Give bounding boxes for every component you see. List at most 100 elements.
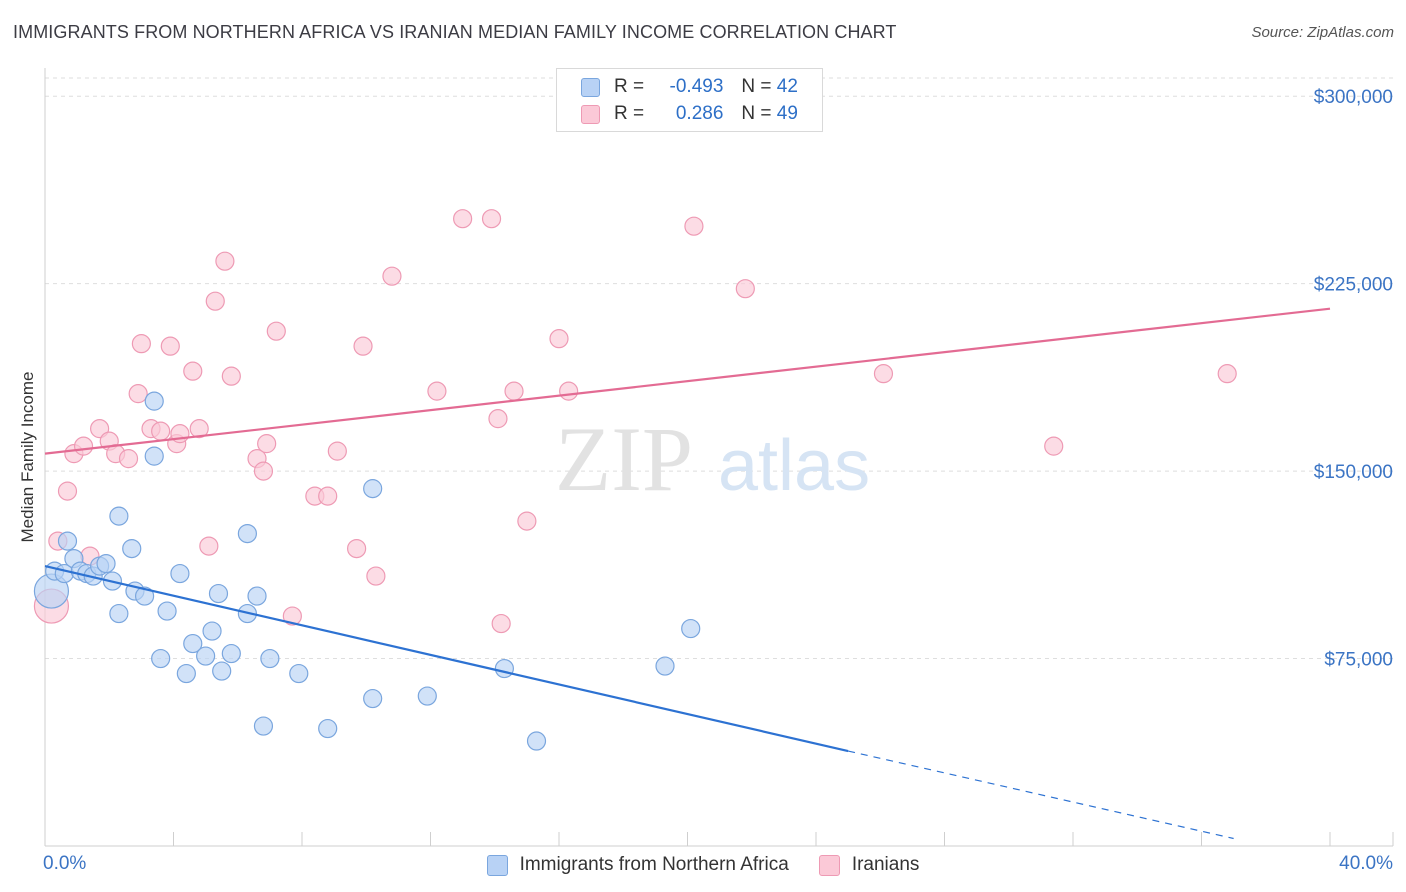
- iranians-point: [347, 538, 367, 559]
- series-legend: Immigrants from Northern Africa Iranians: [0, 852, 1406, 878]
- n-value-iranians: 49: [776, 103, 798, 124]
- y-tick-label: $225,000: [1314, 275, 1393, 296]
- iranians-trend-line: [44, 307, 1331, 455]
- northern-africa-point: [144, 446, 164, 466]
- northern-africa-point: [122, 538, 142, 559]
- iranians-point: [318, 486, 338, 506]
- northern-africa-point: [183, 633, 203, 654]
- northern-africa-point: [237, 523, 257, 544]
- iranians-point: [73, 436, 94, 456]
- legend-swatch-pink: [581, 104, 600, 124]
- iranians-point: [183, 361, 203, 381]
- iranians-point: [282, 606, 302, 626]
- n-label: N =: [741, 76, 772, 97]
- northern-africa-point: [196, 646, 216, 666]
- iranians-point: [215, 251, 235, 271]
- northern-africa-point: [176, 663, 196, 684]
- legend-swatch-pink: [818, 854, 840, 876]
- iranians-point: [160, 336, 180, 356]
- x-tick-label: 40.0%: [1339, 853, 1393, 874]
- northern-africa-point: [208, 583, 229, 604]
- watermark-zip: ZIP: [555, 408, 693, 510]
- northern-africa-point: [151, 648, 171, 669]
- iranians-point: [684, 216, 704, 236]
- northern-africa-point: [318, 718, 338, 739]
- x-tick-label: 0.0%: [43, 853, 86, 874]
- iranians-point: [57, 481, 78, 501]
- iranians-point: [488, 409, 508, 429]
- iranians-point: [189, 419, 209, 439]
- northern-africa-point: [494, 658, 514, 679]
- northern-africa-point: [289, 663, 309, 684]
- legend-name-iranians: Iranians: [851, 854, 920, 875]
- chart-title: IMMIGRANTS FROM NORTHERN AFRICA VS IRANI…: [13, 22, 897, 42]
- watermark-atlas: atlas: [718, 426, 870, 506]
- iranians-point: [382, 266, 402, 286]
- iranians-point: [491, 613, 511, 634]
- r-label: R =: [614, 76, 645, 97]
- northern-africa-points: [33, 391, 701, 751]
- legend-item-iranians: Iranians: [818, 854, 920, 876]
- legend-name-northern-africa: Immigrants from Northern Africa: [519, 854, 789, 875]
- iranians-point: [221, 366, 241, 386]
- iranians-point: [873, 364, 894, 384]
- y-tick-label: $75,000: [1324, 650, 1393, 671]
- iranians-point: [481, 209, 502, 229]
- axes: [44, 68, 1394, 847]
- iranians-point: [735, 279, 755, 299]
- legend-swatch-blue: [486, 854, 508, 876]
- northern-africa-point: [109, 603, 129, 624]
- iranians-point: [353, 336, 373, 356]
- iranians-point: [549, 329, 569, 349]
- r-value-northern-africa: -0.493: [669, 76, 724, 97]
- northern-africa-point: [253, 716, 274, 736]
- northern-africa-point: [363, 479, 383, 499]
- iranians-point: [118, 449, 139, 469]
- iranians-point: [327, 441, 347, 461]
- legend-item-northern-africa: Immigrants from Northern Africa: [486, 854, 789, 876]
- legend-row-iranians: R = 0.286 N = 49: [581, 102, 798, 126]
- n-value-northern-africa: 42: [776, 76, 798, 97]
- r-value-iranians: 0.286: [675, 103, 724, 124]
- iranians-point: [257, 434, 277, 454]
- correlation-legend: R = -0.493 N = 42 R = 0.286 N = 49: [556, 68, 823, 132]
- source-credit: Source: ZipAtlas.com: [1251, 24, 1394, 41]
- iranians-point: [366, 566, 386, 586]
- iranians-point: [517, 511, 537, 531]
- iranians-point: [266, 321, 286, 341]
- y-axis-label: Median Family Income: [18, 371, 37, 542]
- iranians-point: [559, 381, 579, 401]
- northern-africa-point: [170, 563, 190, 584]
- northern-africa-point: [109, 506, 129, 526]
- grid-lines: [45, 77, 1393, 660]
- iranians-point: [453, 209, 473, 229]
- iranians-point: [427, 381, 447, 401]
- northern-africa-point: [212, 661, 232, 681]
- northern-africa-point: [144, 391, 164, 411]
- n-label: N =: [741, 103, 772, 124]
- northern-africa-point: [247, 586, 267, 606]
- iranians-point: [253, 461, 274, 481]
- northern-africa-point: [134, 586, 155, 606]
- northern-africa-point: [157, 601, 177, 621]
- northern-africa-point: [363, 688, 383, 709]
- northern-africa-point: [655, 656, 675, 676]
- tick-labels: $75,000 $150,000 $225,000 $300,000 0.0% 40.0%: [43, 87, 1393, 874]
- r-label: R =: [614, 103, 645, 124]
- trend-lines: [44, 307, 1331, 840]
- iranians-point: [128, 384, 148, 404]
- legend-swatch-blue: [581, 77, 600, 97]
- northern-africa-point: [260, 648, 280, 669]
- northern-africa-point: [526, 731, 547, 751]
- iranians-point: [199, 536, 219, 556]
- iranians-point: [1217, 364, 1237, 384]
- northern-africa-point: [57, 531, 78, 551]
- iranians-point: [131, 334, 151, 354]
- northern-africa-point: [681, 618, 701, 639]
- legend-row-northern-africa: R = -0.493 N = 42: [581, 75, 798, 99]
- northern-africa-point: [96, 553, 116, 574]
- northern-africa-point: [202, 621, 222, 641]
- iranians-point: [504, 381, 524, 401]
- iranians-point: [1044, 436, 1064, 456]
